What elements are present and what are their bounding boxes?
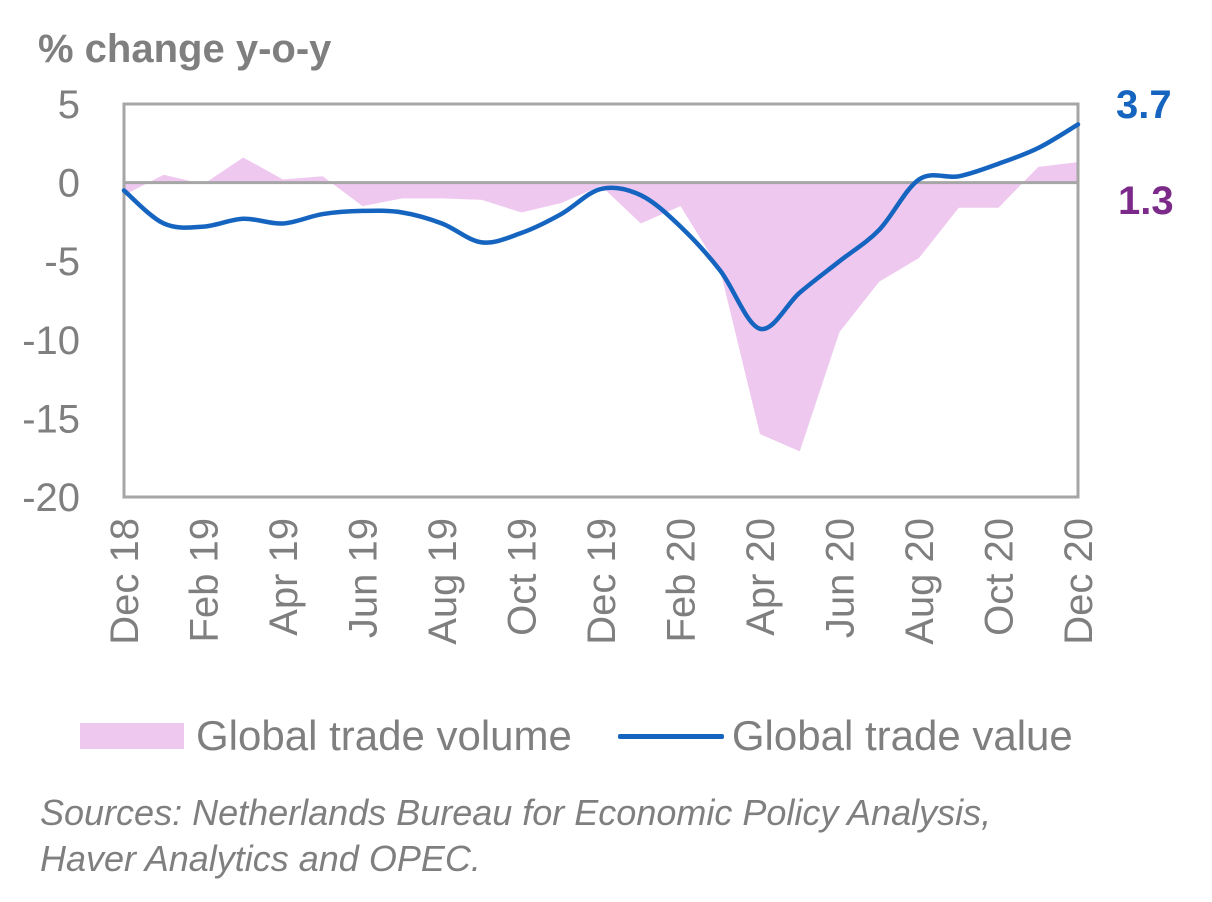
- x-tick-label: Apr 19: [262, 518, 306, 636]
- x-tick-label: Dec 20: [1057, 518, 1101, 645]
- value-end-label: 3.7: [1116, 83, 1172, 127]
- x-tick-label: Aug 20: [898, 518, 942, 645]
- y-tick-label: -10: [22, 319, 80, 363]
- volume-area-layer: [124, 157, 1078, 452]
- sources-line-2: Haver Analytics and OPEC.: [40, 838, 481, 879]
- y-tick-label: 5: [58, 83, 80, 127]
- value-line-layer: [121, 122, 1081, 332]
- x-tick-label: Dec 19: [580, 518, 624, 645]
- x-tick-label: Oct 20: [978, 518, 1022, 636]
- plot-frame: [122, 102, 1080, 499]
- y-tick-label: 0: [58, 162, 80, 206]
- axes: [122, 102, 1080, 499]
- y-tick-label: -15: [22, 397, 80, 441]
- legend-value-swatch: [617, 733, 724, 739]
- x-tick-label: Feb 20: [660, 518, 704, 643]
- x-tick-label: Apr 20: [739, 518, 783, 636]
- sources-note: Sources: Netherlands Bureau for Economic…: [40, 790, 1200, 882]
- chart: % change y-o-y 5 0 -5 -10 -15 -20 Dec 18 Feb 1…: [22, 27, 1174, 645]
- legend: Global trade volume Global trade value: [80, 712, 1073, 760]
- legend-value-label: Global trade value: [731, 712, 1073, 759]
- value-line: [121, 122, 1081, 332]
- volume-end-label: 1.3: [1118, 179, 1174, 223]
- legend-volume-label: Global trade volume: [196, 712, 572, 759]
- x-tick-label: Dec 18: [103, 518, 147, 645]
- legend-volume-swatch: [80, 723, 184, 749]
- x-tick-label: Jun 20: [819, 518, 863, 638]
- y-axis-title: % change y-o-y: [38, 27, 332, 71]
- x-tick-label: Jun 19: [342, 518, 386, 638]
- volume-area: [124, 157, 1078, 452]
- y-tick-labels: 5 0 -5 -10 -15 -20: [22, 83, 80, 520]
- y-tick-label: -5: [44, 240, 80, 284]
- x-tick-label: Feb 19: [183, 518, 227, 643]
- x-tick-label: Oct 19: [501, 518, 545, 636]
- sources-line-1: Sources: Netherlands Bureau for Economic…: [40, 792, 992, 833]
- x-tick-labels: Dec 18 Feb 19 Apr 19 Jun 19 Aug 19 Oct 19 Dec …: [103, 518, 1101, 645]
- y-tick-label: -20: [22, 476, 80, 520]
- end-labels: 3.7 1.3: [1116, 83, 1174, 223]
- x-tick-label: Aug 19: [421, 518, 465, 645]
